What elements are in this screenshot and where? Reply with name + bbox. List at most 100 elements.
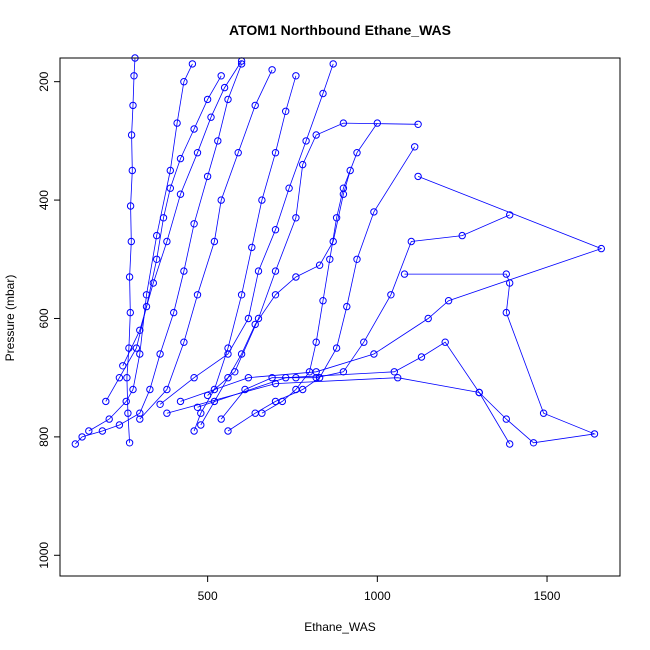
data-point [85,427,93,435]
data-point [271,149,280,157]
series-line [261,122,378,414]
series-13 [119,57,246,370]
data-point [441,338,449,346]
data-point [282,374,290,382]
data-point [400,270,409,278]
data-point [506,211,514,219]
data-point [529,439,538,447]
series-line [166,273,597,444]
data-point [502,270,510,278]
data-point [210,397,219,406]
data-point [315,374,324,382]
data-point [123,374,131,382]
y-tick-label: 600 [37,308,51,328]
data-point [180,267,188,275]
data-point [71,440,80,448]
data-point [224,427,232,435]
x-axis: 500 1000 1500 [198,575,561,603]
data-point [129,101,137,110]
series-8 [203,119,422,400]
data-point [285,184,293,192]
data-point [241,385,249,394]
data-point [312,131,320,139]
data-point [502,308,510,317]
data-point [166,166,175,175]
data-point [180,78,188,86]
data-point [458,231,466,240]
data-point [315,261,324,269]
data-point [128,166,137,175]
x-tick-label: 500 [198,589,218,603]
data-point [129,385,137,394]
series-16 [258,119,381,417]
series-line [139,69,273,420]
series-line [105,75,222,402]
data-point [254,267,263,275]
data-point [203,95,212,104]
data-point [125,439,134,447]
data-point [506,440,514,448]
data-point [173,119,181,127]
data-point [127,131,136,139]
series-10 [156,60,337,408]
data-point [197,421,205,429]
data-point [98,427,107,435]
data-point [502,415,510,423]
data-point [193,403,202,411]
data-point [188,60,197,68]
data-point [163,237,171,246]
series-line [220,214,510,420]
data-point [166,184,175,192]
data-point [339,119,348,127]
data-point [132,344,141,352]
series-line [159,63,334,405]
data-point [170,308,178,317]
data-point [190,427,198,435]
data-point [217,196,225,204]
data-point [417,353,426,361]
series-line [207,122,419,396]
data-point [176,154,185,163]
data-point [102,397,110,406]
data-point [176,397,185,406]
data-point [251,101,259,110]
series-11 [71,60,246,448]
data-point [126,308,135,317]
x-tick-label: 1500 [534,589,561,603]
data-point [332,214,341,222]
data-point [370,208,378,216]
series-line [227,146,416,432]
data-point [387,291,395,299]
data-point [105,415,113,423]
series-4 [217,211,514,423]
data-point [224,350,232,358]
x-tick-label: 1000 [364,589,391,603]
data-point [268,66,276,74]
data-point [237,291,246,299]
data-point [292,214,300,222]
data-point [339,368,348,376]
data-point [444,297,453,305]
data-point [217,72,225,80]
series-line [122,60,242,366]
data-point [414,172,422,181]
data-point [343,302,351,311]
data-point [125,273,134,281]
data-point [271,379,280,388]
data-point [78,433,86,441]
data-point [190,374,198,382]
data-layer [71,54,605,448]
data-point [411,143,419,151]
data-point [282,107,290,116]
data-point [190,125,198,133]
data-point [115,421,124,429]
data-point [197,409,205,417]
series-12 [224,143,419,435]
data-point [597,244,605,253]
data-point [329,60,337,68]
data-point [414,120,422,129]
data-point [353,149,361,157]
data-point [163,409,171,417]
series-9 [136,66,276,423]
